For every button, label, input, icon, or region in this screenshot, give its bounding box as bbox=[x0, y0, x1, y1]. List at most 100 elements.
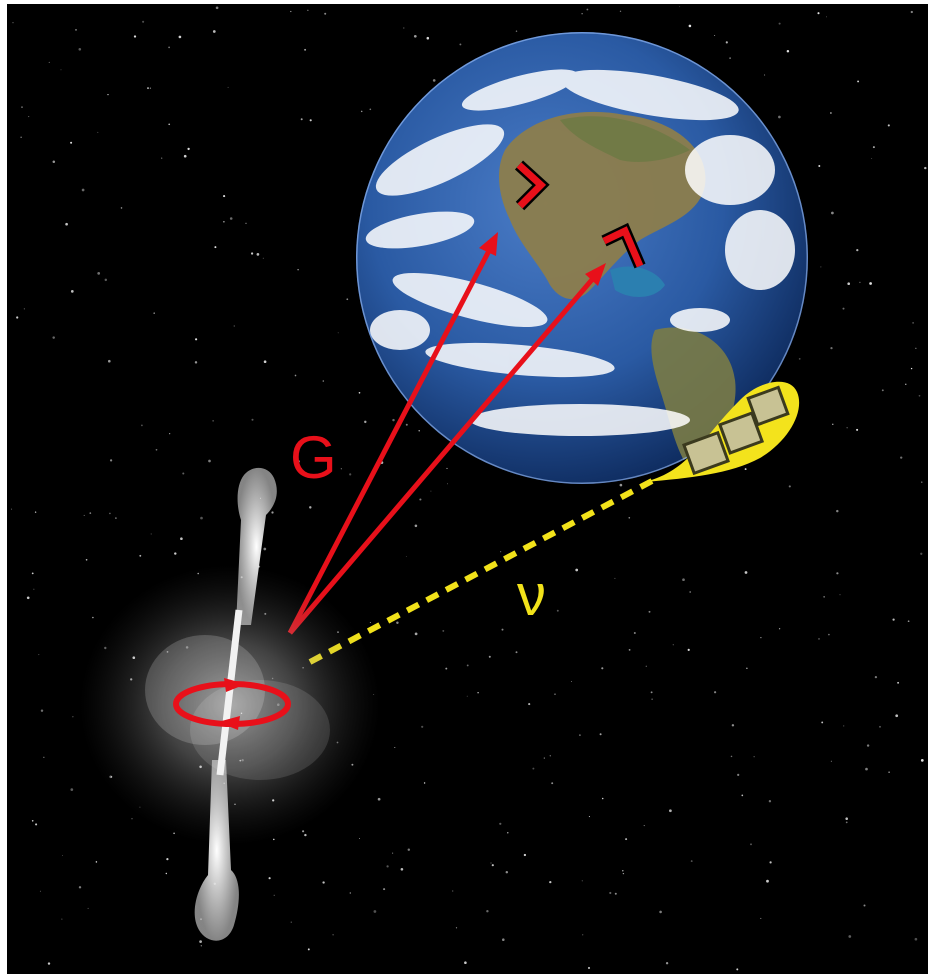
star bbox=[915, 347, 917, 349]
star bbox=[447, 483, 448, 485]
star bbox=[842, 307, 845, 310]
star bbox=[817, 12, 820, 15]
star bbox=[383, 888, 386, 891]
star bbox=[256, 253, 260, 256]
star bbox=[859, 281, 861, 284]
star bbox=[392, 852, 394, 854]
star bbox=[587, 966, 591, 970]
star bbox=[33, 588, 35, 590]
star bbox=[920, 552, 923, 555]
star bbox=[499, 822, 502, 825]
star bbox=[769, 861, 772, 864]
star bbox=[273, 894, 275, 896]
star bbox=[290, 10, 292, 13]
star bbox=[881, 389, 884, 392]
star bbox=[872, 146, 875, 149]
star bbox=[358, 391, 361, 394]
star bbox=[120, 207, 123, 209]
star bbox=[543, 757, 545, 759]
cube-detector-icon bbox=[645, 381, 800, 482]
star bbox=[556, 609, 559, 612]
star bbox=[897, 681, 900, 684]
star bbox=[730, 755, 733, 758]
star bbox=[309, 119, 312, 122]
star bbox=[741, 794, 744, 797]
star bbox=[165, 872, 167, 875]
star bbox=[910, 367, 913, 370]
star bbox=[322, 380, 325, 382]
star bbox=[21, 106, 23, 108]
star bbox=[570, 681, 572, 683]
gulf-water bbox=[610, 266, 665, 297]
star bbox=[414, 632, 418, 636]
star bbox=[414, 524, 418, 528]
star bbox=[865, 767, 868, 771]
star bbox=[97, 131, 99, 133]
star bbox=[669, 809, 672, 813]
star bbox=[373, 910, 377, 913]
star bbox=[405, 555, 407, 557]
star bbox=[486, 910, 489, 913]
star bbox=[23, 308, 25, 310]
star bbox=[582, 934, 584, 936]
star bbox=[109, 512, 111, 515]
star bbox=[900, 456, 903, 459]
star bbox=[551, 782, 554, 785]
star bbox=[459, 43, 462, 46]
star bbox=[200, 945, 202, 947]
star bbox=[532, 767, 535, 770]
star bbox=[78, 886, 82, 889]
star bbox=[52, 160, 56, 164]
star bbox=[95, 861, 98, 863]
star bbox=[40, 709, 44, 712]
star bbox=[579, 734, 581, 736]
star bbox=[502, 938, 505, 941]
star bbox=[70, 788, 74, 791]
star bbox=[78, 48, 82, 51]
star bbox=[65, 222, 68, 226]
star bbox=[337, 332, 339, 334]
star bbox=[823, 596, 825, 598]
star bbox=[895, 714, 899, 718]
cloud-layer bbox=[365, 69, 795, 436]
star bbox=[307, 948, 310, 951]
star bbox=[507, 832, 509, 834]
star bbox=[108, 359, 111, 363]
star bbox=[818, 638, 820, 640]
star bbox=[251, 418, 254, 421]
star bbox=[407, 848, 411, 851]
star bbox=[839, 594, 841, 596]
star bbox=[20, 136, 22, 138]
star bbox=[622, 870, 624, 872]
star bbox=[753, 756, 755, 758]
star bbox=[863, 904, 866, 907]
star bbox=[633, 632, 636, 634]
star bbox=[31, 572, 34, 575]
star bbox=[871, 157, 873, 159]
star bbox=[62, 854, 64, 856]
star bbox=[528, 703, 531, 706]
star bbox=[413, 34, 417, 38]
star bbox=[403, 27, 405, 29]
star bbox=[581, 13, 583, 15]
star bbox=[215, 6, 219, 10]
upper-jet bbox=[236, 467, 277, 625]
star bbox=[392, 418, 395, 422]
star bbox=[31, 819, 34, 822]
star bbox=[523, 853, 527, 857]
star bbox=[912, 322, 914, 324]
star bbox=[768, 800, 772, 803]
star bbox=[35, 823, 38, 826]
star bbox=[830, 112, 832, 114]
star bbox=[549, 755, 551, 757]
star bbox=[828, 633, 830, 636]
star bbox=[659, 910, 662, 914]
star bbox=[70, 290, 74, 293]
star bbox=[149, 87, 152, 89]
star bbox=[821, 721, 824, 724]
gravitational-wave-arrows bbox=[287, 232, 606, 635]
star bbox=[349, 473, 352, 476]
star bbox=[104, 278, 108, 282]
star bbox=[12, 22, 14, 24]
star bbox=[26, 596, 30, 600]
